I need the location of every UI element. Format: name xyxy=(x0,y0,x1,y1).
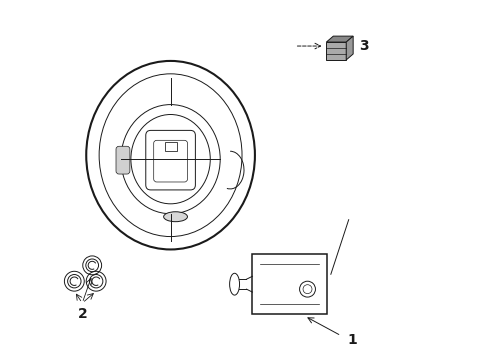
Polygon shape xyxy=(346,36,353,60)
Ellipse shape xyxy=(164,212,188,222)
Bar xyxy=(165,142,176,151)
Polygon shape xyxy=(326,36,353,42)
Bar xyxy=(252,255,327,314)
Text: 3: 3 xyxy=(359,39,369,53)
FancyBboxPatch shape xyxy=(116,146,130,174)
Text: 1: 1 xyxy=(347,333,357,347)
Polygon shape xyxy=(326,42,346,60)
Text: 2: 2 xyxy=(77,307,87,321)
